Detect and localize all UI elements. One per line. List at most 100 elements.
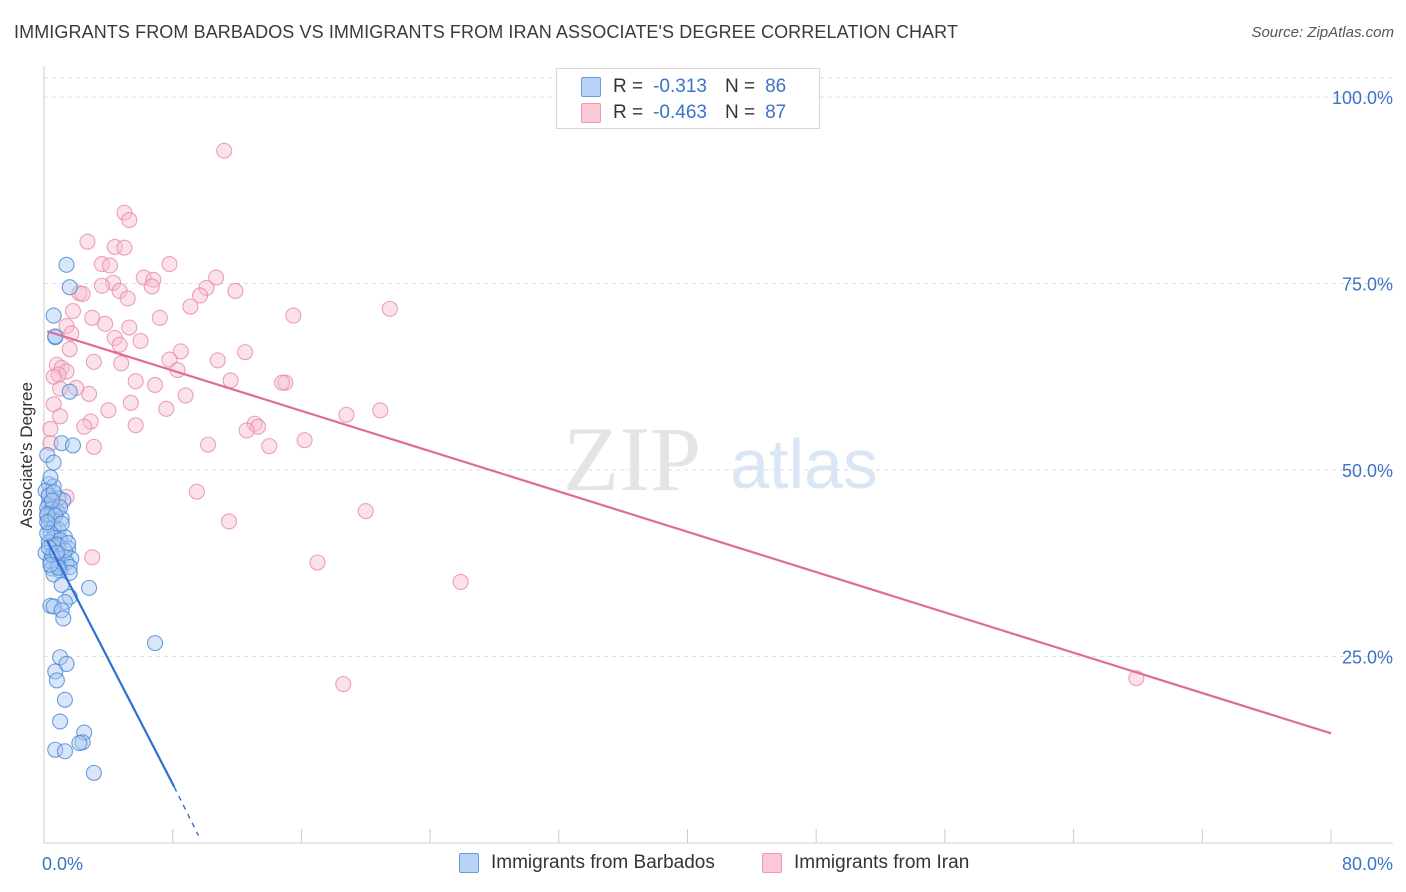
barbados-point — [42, 556, 59, 573]
iran-point — [143, 278, 160, 295]
iran-point — [52, 408, 69, 425]
iran-point — [296, 432, 313, 449]
legend-n-label: N = — [724, 102, 756, 123]
correlation-legend: R = -0.313 N = 86 R = -0.463 N = 87 — [556, 68, 820, 129]
barbados-point — [56, 691, 73, 708]
barbados-point — [42, 469, 59, 486]
watermark-zip: ZIP — [563, 408, 701, 510]
barbados-point — [56, 743, 73, 760]
iran-point — [93, 277, 110, 294]
iran-point — [93, 256, 110, 273]
iran-point — [64, 303, 82, 320]
iran-point — [116, 239, 133, 256]
iran-point — [85, 438, 102, 455]
barbados-point — [39, 514, 56, 531]
bottom-legend-swatch-iran — [762, 853, 782, 873]
barbados-point — [64, 437, 82, 454]
y-tick-label: 25.0% — [1342, 648, 1393, 668]
legend-r-value: -0.313 — [653, 76, 707, 97]
barbados-point — [52, 649, 69, 666]
iran-point — [151, 309, 168, 326]
iran-point — [127, 417, 144, 434]
iran-point — [146, 376, 164, 394]
iran-point — [127, 373, 144, 390]
iran-point — [161, 256, 178, 273]
y-axis-label: Associate's Degree — [17, 382, 36, 528]
barbados-point — [58, 256, 75, 273]
grid-lines — [44, 77, 1393, 657]
iran-point — [220, 513, 238, 530]
iran-point — [335, 676, 352, 693]
iran-point — [338, 406, 355, 423]
barbados-point — [43, 492, 61, 509]
barbados-point — [85, 764, 102, 781]
iran-point — [172, 343, 189, 360]
barbados-point — [58, 655, 75, 673]
barbados-point — [146, 635, 164, 652]
barbados-point — [45, 598, 62, 615]
iran-point — [85, 353, 102, 370]
barbados-point — [52, 499, 69, 516]
barbados-trend-extension — [173, 786, 200, 836]
legend-r-label: R = — [613, 102, 644, 123]
tick-labels: 100.0% 75.0% 50.0% 25.0% 0.0% 80.0% — [42, 88, 1393, 874]
legend-swatch-barbados — [581, 77, 601, 97]
iran-point — [61, 341, 78, 358]
iran-point — [145, 271, 162, 288]
barbados-point — [53, 515, 70, 532]
iran-point — [82, 413, 99, 430]
iran-point — [74, 285, 91, 302]
iran-point — [200, 436, 217, 453]
iran-point — [84, 549, 101, 566]
iran-point — [452, 573, 469, 590]
iran-point — [100, 402, 117, 419]
bottom-legend-barbados: Immigrants from Barbados — [459, 852, 715, 874]
legend-n-value: 87 — [765, 102, 787, 123]
barbados-point — [48, 672, 65, 689]
barbados-point — [55, 610, 72, 627]
barbados-point — [45, 307, 62, 324]
iran-point — [261, 438, 278, 455]
watermark-atlas: atlas — [730, 425, 878, 503]
x-tick-label-min: 0.0% — [42, 854, 83, 874]
legend-r-value: -0.463 — [653, 102, 707, 123]
iran-point — [237, 344, 254, 361]
barbados-point — [45, 454, 62, 471]
legend-r-label: R = — [613, 76, 644, 97]
iran-point — [101, 257, 119, 274]
barbados-point — [61, 383, 78, 400]
chart-title: IMMIGRANTS FROM BARBADOS VS IMMIGRANTS F… — [14, 22, 959, 42]
barbados-trend-line — [46, 540, 176, 788]
iran-point — [42, 420, 59, 438]
bottom-legend-label-iran: Immigrants from Iran — [794, 852, 970, 873]
iran-point — [135, 269, 152, 286]
iran-point — [76, 418, 93, 435]
iran-point — [121, 319, 138, 336]
barbados-point — [60, 535, 77, 552]
iran-point — [222, 372, 239, 389]
iran-point — [52, 380, 69, 397]
barbados-point — [52, 713, 69, 730]
legend-row-barbados: R = -0.313 N = 86 — [581, 74, 786, 100]
bottom-legend-iran: Immigrants from Iran — [762, 852, 969, 874]
trend-lines — [46, 330, 1332, 836]
iran-point — [191, 287, 209, 304]
bottom-legend-swatch-barbados — [459, 853, 479, 873]
iran-point — [208, 269, 225, 286]
iran-point — [121, 212, 138, 229]
source-label: Source: ZipAtlas.com — [1251, 24, 1394, 41]
legend-n-value: 86 — [765, 76, 787, 97]
y-tick-label: 75.0% — [1342, 275, 1393, 295]
iran-point — [42, 435, 59, 452]
iran-point — [238, 422, 255, 439]
iran-point — [285, 307, 302, 324]
iran-point — [113, 355, 130, 372]
iran-point — [227, 282, 244, 300]
barbados-point — [61, 558, 78, 576]
iran-point — [357, 502, 374, 520]
barbados-point — [47, 507, 64, 524]
x-tick-label-max: 80.0% — [1342, 854, 1393, 874]
iran-point — [79, 233, 96, 250]
iran-point — [188, 483, 205, 500]
